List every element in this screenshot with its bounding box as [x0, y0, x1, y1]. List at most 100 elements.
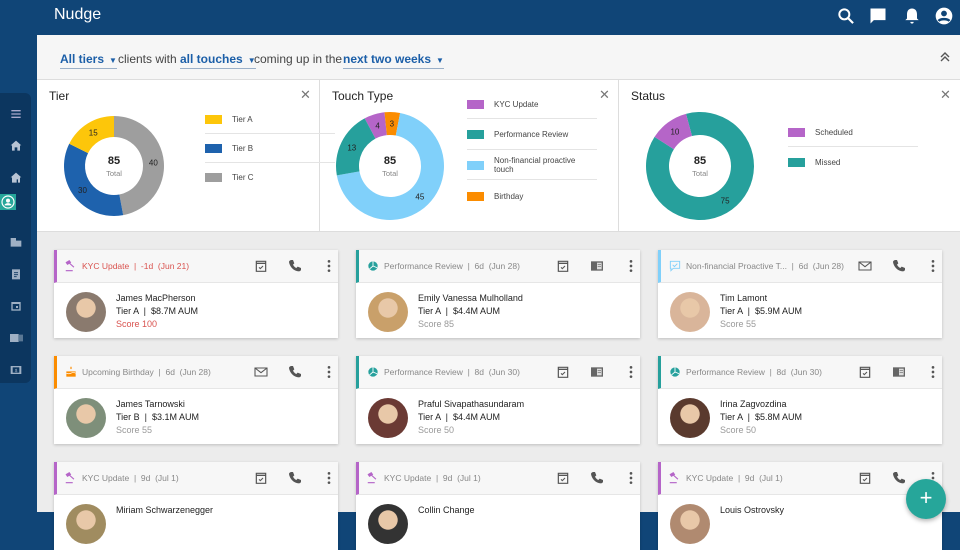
more-vert-icon[interactable] [321, 258, 337, 274]
account-icon[interactable] [934, 6, 954, 26]
client-name[interactable]: Tim Lamont [720, 293, 768, 303]
client-name[interactable]: Praful Sivapathasundaram [418, 399, 525, 409]
collapse-icon[interactable] [939, 51, 951, 63]
calendar-check-icon[interactable] [555, 470, 571, 486]
client-name[interactable]: James MacPherson [116, 293, 196, 303]
clipboard-icon [11, 269, 20, 280]
client-name[interactable]: Louis Ostrovsky [720, 505, 785, 515]
client-name[interactable]: Miriam Schwarzenegger [116, 505, 214, 515]
touch-type: KYC Update [82, 473, 130, 483]
more-vert-icon[interactable] [321, 364, 337, 380]
legend-label: Tier B [232, 143, 254, 153]
client-score: Score 85 [418, 319, 455, 329]
client-name[interactable]: Collin Change [418, 505, 475, 515]
more-vert-icon[interactable] [925, 258, 941, 274]
calendar-check-icon[interactable] [555, 364, 571, 380]
due-date: 6d (Jun 28) [474, 261, 520, 271]
sidebar-item-clipboard[interactable] [0, 258, 31, 290]
add-button[interactable]: + [906, 479, 946, 519]
slice-tier-a[interactable] [69, 115, 114, 154]
sidebar-item-household[interactable] [0, 162, 31, 194]
phone-icon[interactable] [891, 470, 907, 486]
chat-icon[interactable] [868, 6, 888, 26]
sidebar-item-client[interactable] [0, 194, 16, 210]
client-info: Tier A | $4.4M AUM [418, 412, 501, 422]
calendar-check-icon[interactable] [253, 258, 269, 274]
slice-label: 10 [670, 128, 679, 137]
sidebar-item-menu[interactable] [0, 98, 31, 130]
card-header: Performance Review | 8d (Jun 30) [356, 356, 640, 389]
newspaper-icon[interactable] [589, 364, 605, 380]
chart-title: Tier [49, 89, 70, 103]
donut-chart: 75 10 85 Total [646, 112, 754, 220]
sidebar-item-contact-card[interactable] [0, 322, 31, 354]
newspaper-icon[interactable] [589, 258, 605, 274]
touches-dropdown-value: all touches [180, 52, 243, 66]
nudge-card[interactable]: Performance Review | 8d (Jun 30) Praful … [356, 356, 640, 444]
calendar-check-icon[interactable] [857, 364, 873, 380]
calendar-check-icon[interactable] [253, 470, 269, 486]
avatar [670, 398, 710, 438]
card-touch-label: Upcoming Birthday | 6d (Jun 28) [82, 367, 211, 377]
more-vert-icon[interactable] [321, 470, 337, 486]
close-icon[interactable]: ✕ [300, 87, 311, 102]
gavel-icon [367, 471, 377, 484]
legend-item: Birthday [467, 182, 597, 211]
period-dropdown[interactable]: next two weeks ▼ [343, 52, 444, 69]
avatar [670, 504, 710, 544]
client-info: Tier A | $8.7M AUM [116, 306, 199, 316]
slice-non-financial-proactive-touch[interactable] [336, 112, 444, 220]
mail-icon[interactable] [253, 364, 269, 380]
legend-item: Tier A [205, 105, 335, 134]
search-icon[interactable] [836, 6, 856, 26]
more-vert-icon[interactable] [623, 364, 639, 380]
calendar-check-icon[interactable] [555, 258, 571, 274]
nudge-card[interactable]: Performance Review | 8d (Jun 30) Irina Z… [658, 356, 942, 444]
card-header: KYC Update | 9d (Jul 1) [356, 462, 640, 495]
phone-icon[interactable] [589, 470, 605, 486]
slice-birthday[interactable] [384, 112, 401, 136]
slice-tier-b[interactable] [64, 143, 124, 216]
touch-type: Non-financial Proactive T... [686, 261, 787, 271]
nudge-card[interactable]: Performance Review | 6d (Jun 28) Emily V… [356, 250, 640, 338]
bell-icon[interactable] [902, 6, 922, 26]
phone-icon[interactable] [287, 364, 303, 380]
nudge-card[interactable]: KYC Update | 9d (Jul 1) Louis Ostrovsky [658, 462, 942, 550]
slice-scheduled[interactable] [654, 113, 692, 150]
avatar [670, 292, 710, 332]
calendar-check-icon[interactable] [857, 470, 873, 486]
more-vert-icon[interactable] [623, 470, 639, 486]
legend-item: Scheduled [788, 118, 918, 147]
client-name[interactable]: Emily Vanessa Mulholland [418, 293, 523, 303]
more-vert-icon[interactable] [925, 364, 941, 380]
nudge-card[interactable]: Upcoming Birthday | 6d (Jun 28) James Ta… [54, 356, 338, 444]
card-header: Performance Review | 8d (Jun 30) [658, 356, 942, 389]
close-icon[interactable]: ✕ [940, 87, 951, 102]
slice-kyc-update[interactable] [364, 112, 387, 139]
more-vert-icon[interactable] [623, 258, 639, 274]
sidebar-item-calendar[interactable] [0, 290, 31, 322]
sidebar-item-business[interactable] [0, 226, 31, 258]
touches-dropdown[interactable]: all touches ▼ [180, 52, 256, 69]
tier-dropdown[interactable]: All tiers ▼ [60, 52, 117, 69]
sidebar-item-home[interactable] [0, 130, 31, 162]
nudge-card[interactable]: KYC Update | 9d (Jul 1) Miriam Schwarzen… [54, 462, 338, 550]
mail-icon[interactable] [857, 258, 873, 274]
phone-icon[interactable] [287, 258, 303, 274]
client-name[interactable]: Irina Zagvozdina [720, 399, 787, 409]
nudge-card[interactable]: Non-financial Proactive T... | 6d (Jun 2… [658, 250, 942, 338]
sidebar-item-dollar[interactable]: $ [0, 354, 31, 386]
nudge-card[interactable]: KYC Update | -1d (Jun 21) James MacPhers… [54, 250, 338, 338]
client-name[interactable]: James Tarnowski [116, 399, 185, 409]
close-icon[interactable]: ✕ [599, 87, 610, 102]
phone-icon[interactable] [891, 258, 907, 274]
cake-icon [66, 366, 76, 377]
slice-label: 3 [390, 120, 395, 129]
slice-missed[interactable] [646, 112, 754, 220]
slice-tier-c[interactable] [114, 116, 164, 216]
phone-icon[interactable] [287, 470, 303, 486]
caret-down-icon: ▼ [436, 56, 444, 65]
nudge-card[interactable]: KYC Update | 9d (Jul 1) Collin Change [356, 462, 640, 550]
newspaper-icon[interactable] [891, 364, 907, 380]
slice-performance-review[interactable] [336, 118, 376, 176]
